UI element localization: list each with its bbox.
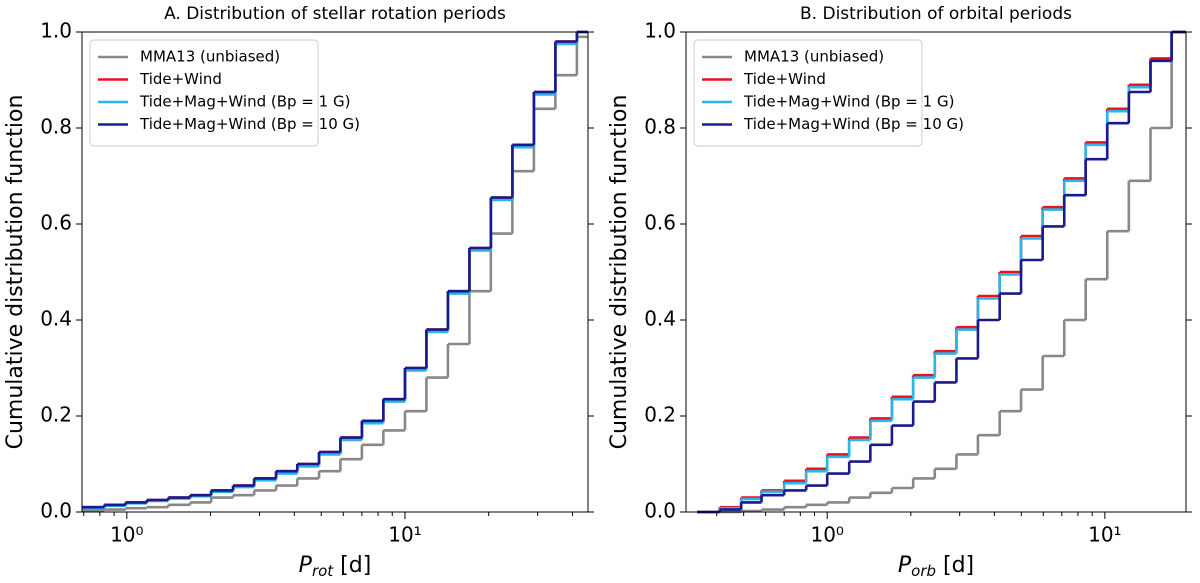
- y-tick-label: 1.0: [40, 19, 72, 43]
- x-label-symbol: P: [898, 553, 912, 578]
- x-axis-label: Prot [d]: [299, 553, 372, 580]
- x-tick-label: 10⁰: [810, 523, 843, 547]
- legend-label: MMA13 (unbiased): [744, 48, 884, 66]
- x-label-symbol: P: [299, 553, 313, 578]
- x-tick-label: 10¹: [1088, 523, 1121, 547]
- x-label-subscript: rot: [312, 562, 334, 580]
- chart-title: A. Distribution of stellar rotation peri…: [164, 4, 506, 24]
- y-tick-label: 0.8: [644, 115, 676, 139]
- x-label-subscript: orb: [911, 562, 936, 580]
- y-tick-label: 0.2: [40, 403, 72, 427]
- legend-box: [89, 39, 319, 147]
- y-tick-label: 0.0: [40, 499, 72, 523]
- plot-frame: [685, 31, 1187, 513]
- legend-label: Tide+Mag+Wind (Bp = 10 G): [743, 115, 964, 133]
- x-label-unit: [d]: [333, 553, 371, 578]
- x-tick-label: 10¹: [388, 523, 421, 547]
- panel: A. Distribution of stellar rotation peri…: [3, 4, 594, 580]
- x-label-unit: [d]: [936, 553, 974, 578]
- legend-label: Tide+Mag+Wind (Bp = 10 G): [139, 115, 360, 133]
- y-tick-label: 0.4: [644, 307, 676, 331]
- legend-label: Tide+Mag+Wind (Bp = 1 G): [139, 93, 350, 111]
- legend-label: MMA13 (unbiased): [140, 48, 280, 66]
- plot-frame: [81, 31, 589, 513]
- legend-box: [693, 39, 923, 147]
- legend-label: Tide+Wind: [139, 70, 222, 88]
- legend-label: Tide+Wind: [743, 70, 826, 88]
- y-tick-label: 1.0: [644, 19, 676, 43]
- panel: B. Distribution of orbital periods 0.0 0.2…: [607, 4, 1192, 580]
- y-tick-label: 0.0: [644, 499, 676, 523]
- y-axis-label: Cumulative distribution function: [607, 95, 632, 450]
- y-axis-label: Cumulative distribution function: [3, 95, 28, 450]
- y-tick-label: 0.8: [40, 115, 72, 139]
- legend-label: Tide+Mag+Wind (Bp = 1 G): [743, 93, 954, 111]
- y-tick-label: 0.4: [40, 307, 72, 331]
- chart-title: B. Distribution of orbital periods: [800, 4, 1072, 24]
- x-tick-label: 10⁰: [110, 523, 143, 547]
- x-axis-label: Porb [d]: [898, 553, 974, 580]
- y-tick-label: 0.6: [644, 211, 676, 235]
- y-tick-label: 0.2: [644, 403, 676, 427]
- y-tick-label: 0.6: [40, 211, 72, 235]
